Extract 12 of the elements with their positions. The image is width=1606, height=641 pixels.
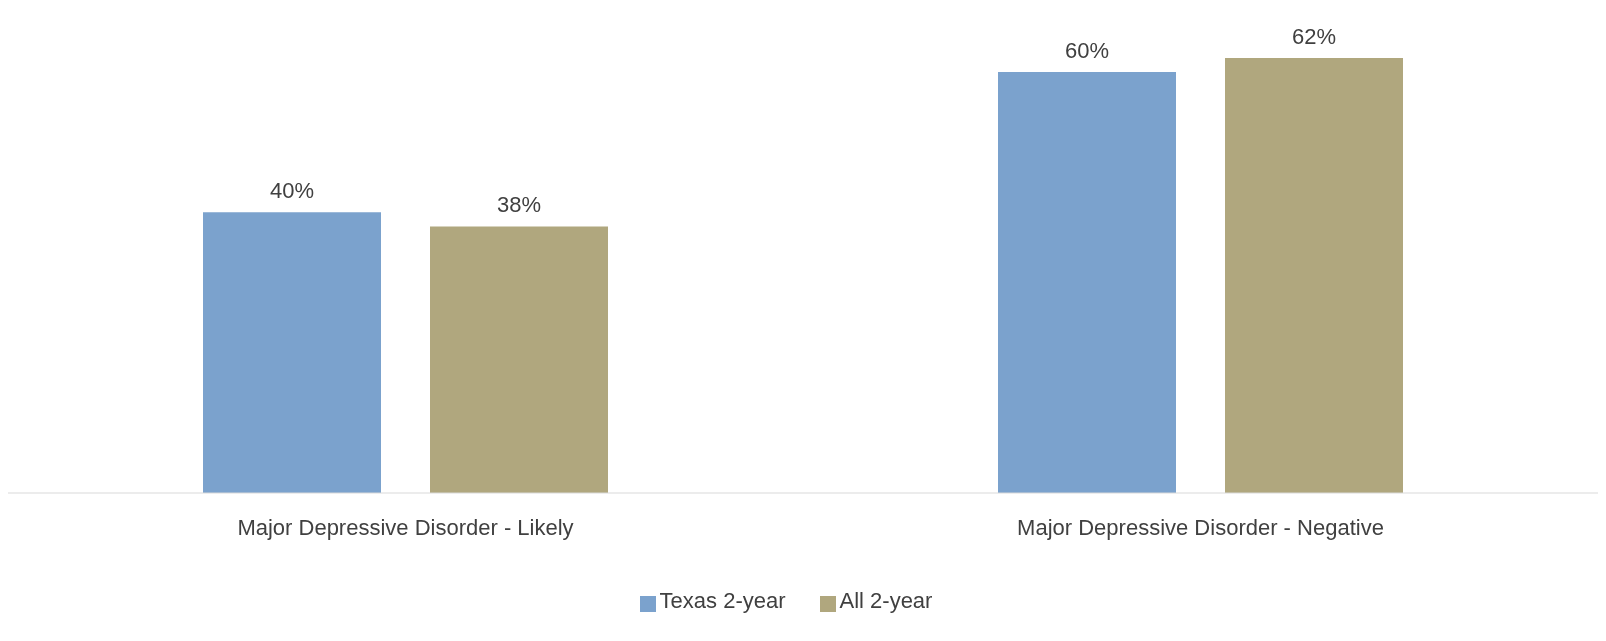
x-tick-label: Major Depressive Disorder - Negative <box>1017 514 1384 540</box>
legend-label: All 2-year <box>839 588 933 613</box>
data-label: 60% <box>1064 38 1110 64</box>
bar <box>203 212 381 493</box>
data-label: 40% <box>269 178 315 204</box>
bar <box>1225 58 1403 493</box>
bar <box>998 72 1176 493</box>
legend-label: Texas 2-year <box>659 588 786 613</box>
data-label: 38% <box>496 192 542 218</box>
bar <box>430 226 608 493</box>
x-tick-label: Major Depressive Disorder - Likely <box>237 514 574 540</box>
data-label: 62% <box>1291 24 1337 49</box>
